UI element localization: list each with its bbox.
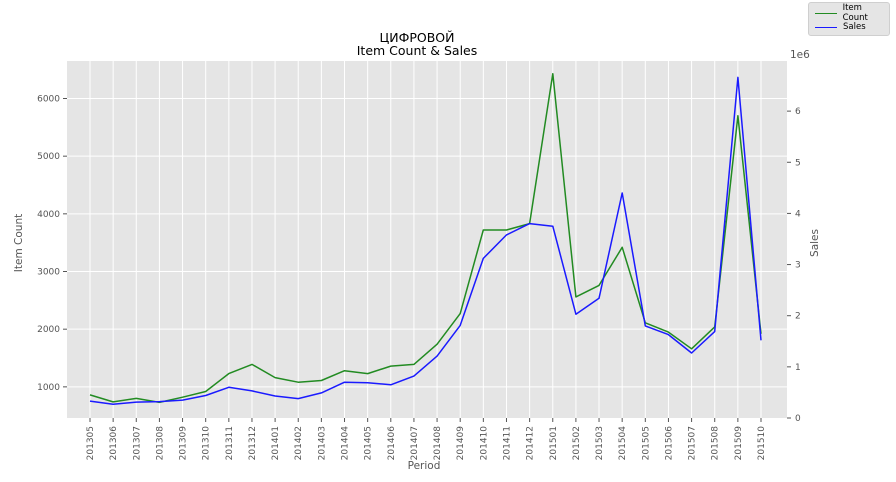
- series-lines: [89, 72, 762, 405]
- x-tick-label: 201409: [456, 426, 466, 461]
- x-tick-label: 201410: [479, 426, 489, 461]
- x-tick-label: 201310: [202, 426, 212, 461]
- right-tick-label: 2: [795, 312, 801, 322]
- chart-title: ЦИФРОВОЙ: [380, 30, 455, 45]
- x-tick-label: 201502: [572, 426, 582, 460]
- x-tick-label: 201504: [618, 426, 628, 461]
- grid: [67, 61, 787, 418]
- x-tick-label: 201309: [179, 426, 189, 461]
- x-axis-ticks: 201305 201306 201307 201308 201309 201310 2013…: [86, 418, 767, 460]
- x-tick-label: 201412: [526, 426, 536, 460]
- x-tick-label: 201510: [757, 426, 767, 461]
- x-tick-label: 201305: [86, 426, 96, 460]
- right-tick-label: 6: [795, 107, 801, 117]
- left-tick-label: 2000: [37, 325, 60, 335]
- right-tick-label: 3: [795, 261, 801, 271]
- left-tick-label: 6000: [37, 94, 60, 104]
- series-line-item-count: [89, 72, 762, 404]
- x-tick-label: 201507: [688, 426, 698, 460]
- right-axis-ticks: 0 1 2 3 4 5 6: [787, 107, 801, 424]
- left-tick-label: 4000: [37, 210, 60, 220]
- chart-subtitle: Item Count & Sales: [357, 43, 478, 58]
- right-axis-label: Sales: [809, 229, 821, 257]
- right-tick-label: 5: [795, 158, 801, 168]
- left-tick-label: 3000: [37, 268, 60, 278]
- x-tick-label: 201505: [641, 426, 651, 460]
- x-tick-label: 201401: [271, 426, 281, 460]
- x-tick-label: 201307: [132, 426, 142, 460]
- x-tick-label: 201402: [294, 426, 304, 460]
- legend-label-item-count: Item Count: [842, 3, 868, 23]
- x-tick-label: 201411: [502, 426, 512, 460]
- right-tick-label: 4: [795, 209, 801, 219]
- legend-swatch-item-count: [815, 12, 837, 14]
- x-tick-label: 201311: [225, 426, 235, 460]
- legend-item-sales: Sales: [815, 20, 866, 34]
- left-axis-ticks: 1000 2000 3000 4000 5000 6000: [37, 94, 67, 393]
- x-tick-label: 201403: [317, 426, 327, 460]
- x-tick-label: 201312: [248, 426, 258, 460]
- x-tick-label: 201503: [595, 426, 605, 460]
- series-line-sales: [89, 76, 762, 405]
- x-tick-label: 201501: [549, 426, 559, 460]
- x-tick-label: 201308: [155, 426, 165, 461]
- legend-item-item-count: Item Count: [815, 3, 889, 23]
- left-axis-label: Item Count: [13, 214, 25, 272]
- x-tick-label: 201407: [410, 426, 420, 460]
- plot-area: [67, 61, 787, 418]
- right-axis-multiplier: 1e6: [790, 49, 810, 61]
- legend: Item Count Sales: [808, 2, 890, 36]
- legend-label-sales: Sales: [843, 22, 866, 32]
- legend-swatch-sales: [815, 26, 837, 28]
- x-tick-label: 201508: [711, 426, 721, 461]
- right-tick-label: 1: [795, 363, 801, 373]
- x-tick-label: 201509: [734, 426, 744, 461]
- left-tick-label: 5000: [37, 152, 60, 162]
- x-axis-label: Period: [408, 460, 441, 472]
- left-tick-label: 1000: [37, 383, 60, 393]
- x-tick-label: 201404: [341, 426, 351, 461]
- x-tick-label: 201406: [387, 426, 397, 461]
- right-tick-label: 0: [795, 414, 801, 424]
- x-tick-label: 201306: [109, 426, 119, 461]
- x-tick-label: 201506: [664, 426, 674, 461]
- x-tick-label: 201408: [433, 426, 443, 461]
- x-tick-label: 201405: [364, 426, 374, 460]
